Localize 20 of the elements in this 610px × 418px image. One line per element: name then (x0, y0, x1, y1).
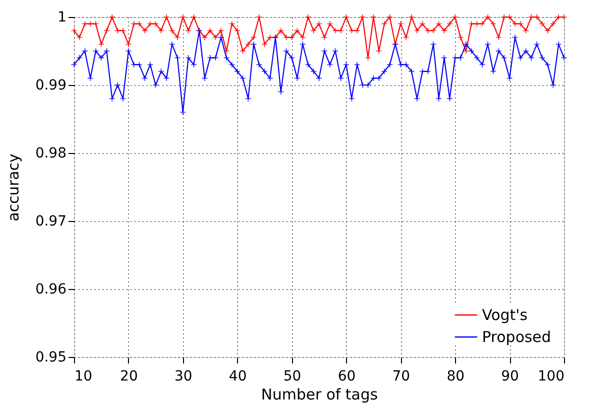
y-axis-title: accuracy (4, 154, 22, 222)
y-tick-label: 0.95 (35, 350, 66, 366)
x-tick-label: 20 (120, 368, 138, 384)
x-tick-label: 70 (392, 368, 410, 384)
x-tick-label: 100 (538, 368, 564, 384)
y-tick-label: 0.98 (35, 146, 66, 162)
x-tick-label: 90 (501, 368, 519, 384)
y-tick-label: 0.97 (35, 214, 66, 230)
x-tick-label: 50 (283, 368, 302, 384)
x-tick-label: 80 (446, 368, 465, 384)
y-tick-label: 1 (58, 10, 66, 26)
x-tick-label: 30 (174, 368, 192, 384)
legend-label: Proposed (482, 328, 552, 346)
legend-label: Vogt's (482, 306, 528, 324)
y-tick-label: 0.96 (35, 282, 67, 298)
y-tick-label: 0.99 (35, 78, 66, 94)
x-tick-label: 60 (338, 368, 356, 384)
x-tick-label: 10 (74, 368, 92, 384)
x-axis-title: Number of tags (261, 386, 378, 404)
x-tick-label: 40 (228, 368, 247, 384)
